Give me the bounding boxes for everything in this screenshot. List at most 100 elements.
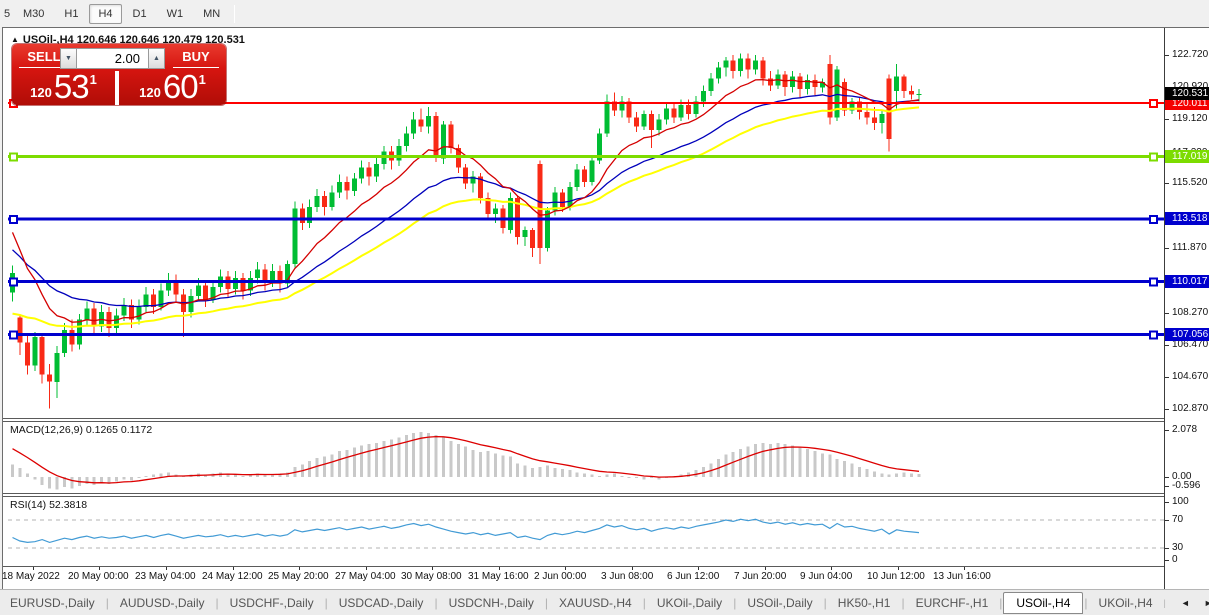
- price-axis-divider: [1164, 28, 1165, 589]
- time-axis-tick: [299, 567, 300, 570]
- time-axis: 18 May 2022 20 May 00:00 23 May 04:00 24 Ma…: [2, 567, 1164, 588]
- tab-separator: |: [642, 595, 646, 610]
- time-axis-tick: [765, 567, 766, 570]
- time-axis-tick: [632, 567, 633, 570]
- rsi-indicator-canvas[interactable]: [8, 497, 1165, 567]
- timeframe-button-W1[interactable]: W1: [166, 7, 184, 20]
- sell-price-button[interactable]: 120 53 1: [12, 68, 115, 105]
- price-level-badge: 117.019: [1165, 150, 1209, 163]
- tab-separator: |: [823, 595, 827, 610]
- chart-tab-eurusd-daily[interactable]: EURUSD-,Daily: [10, 595, 95, 610]
- buy-price-base: 120: [139, 85, 161, 100]
- time-axis-label: 9 Jun 04:00: [800, 571, 853, 582]
- time-axis-tick: [698, 567, 699, 570]
- chart-tab-bar: EURUSD-,Daily | AUDUSD-,Daily | USDCHF-,Dail…: [0, 589, 1209, 615]
- price-level-badge: 120.531: [1165, 87, 1209, 100]
- time-axis-tick: [565, 567, 566, 570]
- buy-price-button[interactable]: 120 60 1: [119, 68, 226, 105]
- chart-tab-usoil-h4[interactable]: USOil-,H4: [1003, 591, 1084, 614]
- tab-separator: |: [1163, 597, 1166, 608]
- tab-separator: |: [544, 595, 549, 610]
- timeframe-button-D1[interactable]: D1: [132, 7, 147, 20]
- tab-separator: |: [1084, 595, 1088, 610]
- time-axis-label: 2 Jun 00:00: [534, 571, 587, 582]
- tabs: EURUSD-,Daily | AUDUSD-,Daily | USDCHF-,Dail…: [0, 591, 1163, 614]
- volume-input[interactable]: [77, 48, 148, 69]
- time-axis-tick: [831, 567, 832, 570]
- tab-separator: |: [999, 595, 1003, 610]
- chart-tab-usdcad-daily[interactable]: USDCAD-,Daily: [338, 595, 424, 610]
- chart-tab-usoil-daily[interactable]: USOil-,Daily: [747, 595, 813, 610]
- chart-tab-audusd-daily[interactable]: AUDUSD-,Daily: [119, 595, 205, 610]
- tab-separator: |: [733, 595, 737, 610]
- collapse-icon[interactable]: ▲: [11, 35, 19, 44]
- price-axis: 122.720120.920119.120117.220115.520111.8…: [1165, 28, 1209, 589]
- time-axis-label: 6 Jun 12:00: [667, 571, 720, 582]
- panel-divider: [3, 566, 1164, 567]
- scroll-left-icon[interactable]: ◄: [1180, 597, 1190, 608]
- sell-button[interactable]: SELL: [19, 48, 69, 68]
- time-axis-label: 10 Jun 12:00: [867, 571, 925, 582]
- chart-title: ▲ USOil-,H4 120.646 120.646 120.479 120.5…: [11, 34, 245, 46]
- tab-separator: |: [324, 595, 328, 610]
- scroll-right-icon[interactable]: ►: [1203, 597, 1209, 608]
- price-level-badge: 113.518: [1165, 212, 1209, 225]
- price-chart-canvas[interactable]: [8, 30, 1165, 419]
- chart-tab-usdchf-daily[interactable]: USDCHF-,Daily: [229, 595, 314, 610]
- time-axis-tick: [499, 567, 500, 570]
- time-axis-tick: [33, 567, 34, 570]
- panel-divider[interactable]: [3, 418, 1164, 419]
- rsi-label: RSI(14) 52.3818: [10, 499, 88, 511]
- timeframe-button-MN[interactable]: MN: [203, 7, 221, 20]
- buy-button[interactable]: BUY: [173, 48, 219, 68]
- tab-separator: |: [215, 595, 219, 610]
- chart-tab-hk50-h1[interactable]: HK50-,H1: [837, 595, 891, 610]
- panel-divider[interactable]: [3, 496, 1164, 497]
- chart-tab-ukoil-daily[interactable]: UKOil-,Daily: [656, 595, 723, 610]
- timeframe-button-5[interactable]: 5: [4, 7, 11, 20]
- time-axis-label: 30 May 08:00: [401, 571, 462, 582]
- time-axis-tick: [366, 567, 367, 570]
- macd-label: MACD(12,26,9) 0.1265 0.1172: [10, 424, 153, 436]
- buy-price-sup: 1: [198, 72, 206, 87]
- chart-tab-usdcnh-daily[interactable]: USDCNH-,Daily: [448, 595, 534, 610]
- timeframe-button-H1[interactable]: H1: [64, 7, 79, 20]
- volume-decrease-button[interactable]: ▼: [60, 48, 77, 69]
- chart-tab-ukoil-h4[interactable]: UKOil-,H4: [1098, 595, 1153, 610]
- time-axis-tick: [233, 567, 234, 570]
- time-axis-label: 3 Jun 08:00: [601, 571, 654, 582]
- buy-price-big: 60: [162, 67, 199, 105]
- time-axis-label: 18 May 2022: [2, 571, 60, 582]
- timeframe-button-M30[interactable]: M30: [23, 7, 45, 20]
- time-axis-label: 7 Jun 20:00: [734, 571, 787, 582]
- chart-tab-xauusd-h4[interactable]: XAUUSD-,H4: [559, 595, 632, 610]
- panel-divider[interactable]: [3, 493, 1164, 494]
- time-axis-label: 27 May 04:00: [335, 571, 396, 582]
- sell-price-big: 53: [53, 67, 90, 105]
- toolbar-separator: [234, 4, 236, 23]
- chart-tab-eurchf-h1[interactable]: EURCHF-,H1: [915, 595, 989, 610]
- volume-increase-button[interactable]: ▲: [148, 48, 165, 69]
- tab-separator: |: [105, 595, 109, 610]
- timeframe-toolbar: 5 M30 H1 H4 D1 W1 MN: [0, 0, 1209, 27]
- tab-separator: |: [901, 595, 905, 610]
- price-level-badge: 110.017: [1165, 275, 1209, 288]
- price-level-badge: 107.056: [1165, 328, 1209, 341]
- time-axis-label: 13 Jun 16:00: [933, 571, 991, 582]
- time-axis-tick: [964, 567, 965, 570]
- price-level-badge: 120.011: [1165, 97, 1209, 110]
- time-axis-label: 24 May 12:00: [202, 571, 263, 582]
- time-axis-label: 20 May 00:00: [68, 571, 129, 582]
- time-axis-label: 25 May 20:00: [268, 571, 329, 582]
- sell-price-sup: 1: [89, 72, 97, 87]
- time-axis-tick: [166, 567, 167, 570]
- time-axis-tick: [898, 567, 899, 570]
- time-axis-tick: [432, 567, 433, 570]
- sell-price-base: 120: [30, 85, 52, 100]
- macd-indicator-canvas[interactable]: [8, 422, 1165, 494]
- timeframe-button-H4[interactable]: H4: [89, 3, 122, 24]
- panel-divider[interactable]: [3, 421, 1164, 422]
- time-axis-label: 31 May 16:00: [468, 571, 529, 582]
- time-axis-tick: [99, 567, 100, 570]
